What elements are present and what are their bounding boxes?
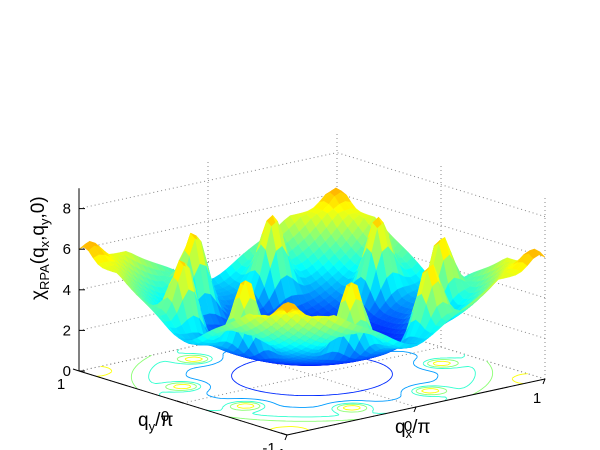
z-tick-label: 4 — [63, 282, 71, 299]
z-tick-label: 0 — [63, 363, 71, 380]
x-tick-mark — [542, 378, 546, 385]
x-axis-label: qx/π — [395, 417, 430, 441]
grid-line-z-back — [78, 152, 338, 210]
z-tick-label: 8 — [63, 201, 71, 218]
y-tick-mark — [280, 432, 288, 436]
grid-line-z-side — [336, 152, 546, 218]
y-tick-mark — [72, 368, 80, 372]
z-tick-label: 2 — [63, 322, 71, 339]
z-axis-label: χRPA(qx,qy,0) — [28, 196, 52, 300]
y-tick-label: -1 — [262, 440, 275, 450]
y-tick-mark — [176, 400, 184, 404]
y-tick-label: 0 — [161, 408, 169, 425]
svg-text:χRPA(qx,qy,0): χRPA(qx,qy,0) — [28, 196, 52, 300]
grid-line-z-side — [336, 192, 546, 258]
y-axis-label: qy/π — [138, 410, 173, 434]
grid-line-z-back — [78, 192, 338, 250]
surface-patch — [534, 248, 546, 258]
x-tick-mark — [284, 434, 288, 441]
y-tick-label: 1 — [57, 376, 65, 393]
axis-layer — [72, 188, 546, 441]
x-tick-label: 0 — [404, 418, 412, 435]
x-tick-label: 1 — [533, 390, 541, 407]
z-tick-label: 6 — [63, 241, 71, 258]
x-tick-label: -1 — [272, 446, 285, 450]
grid-line-y-floor — [182, 346, 442, 404]
surface-mesh — [78, 187, 546, 366]
x-tick-mark — [413, 406, 417, 413]
